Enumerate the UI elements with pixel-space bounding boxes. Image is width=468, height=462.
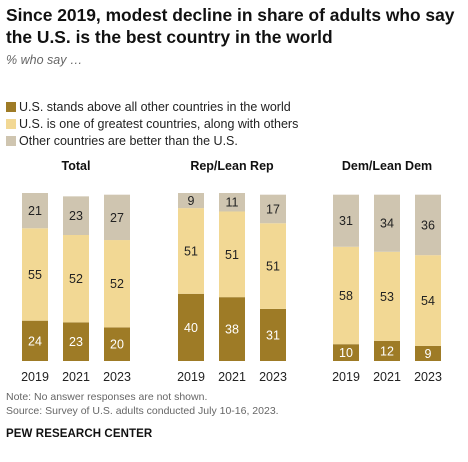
bar-segment <box>22 228 48 321</box>
x-tick-label: 2023 <box>414 370 442 384</box>
bar-segment <box>178 208 204 294</box>
data-label: 23 <box>69 335 83 349</box>
data-label: 20 <box>110 338 124 352</box>
legend: U.S. stands above all other countries in… <box>6 98 298 149</box>
bar-segment <box>63 196 89 235</box>
stacked-bar-chart: Total 24 55 21 2019 23 52 23 2021 20 52 27 2023 Rep/L… <box>21 159 442 384</box>
bar-segment <box>63 322 89 361</box>
bar-segment <box>333 344 359 361</box>
chart-title: Since 2019, modest decline in share of a… <box>6 5 455 47</box>
data-label: 53 <box>380 290 394 304</box>
pew-research-center-logo-text: PEW RESEARCH CENTER <box>6 428 153 440</box>
legend-item-others-better: Other countries are better than the U.S. <box>6 132 298 149</box>
footnote-note: Note: No answer responses are not shown. <box>6 391 208 403</box>
bar-segment <box>374 340 400 361</box>
data-label: 52 <box>69 272 83 286</box>
data-label: 31 <box>339 214 353 228</box>
data-label: 31 <box>266 328 280 342</box>
bar-segment <box>178 193 204 209</box>
data-label: 10 <box>339 346 353 360</box>
bar-segment <box>260 223 286 309</box>
bar-segment <box>104 327 130 361</box>
legend-swatch <box>6 135 16 146</box>
bar-segment <box>260 308 286 361</box>
x-tick-label: 2023 <box>259 370 287 384</box>
data-label: 52 <box>110 277 124 291</box>
x-tick-label: 2021 <box>373 370 401 384</box>
data-label: 55 <box>28 268 42 282</box>
bar-segment <box>104 240 130 328</box>
bar-segment <box>374 194 400 252</box>
data-label: 17 <box>266 202 280 216</box>
data-label: 51 <box>225 248 239 262</box>
legend-swatch <box>6 118 16 129</box>
data-label: 9 <box>425 347 432 361</box>
x-tick-label: 2019 <box>332 370 360 384</box>
bar-segment <box>104 194 130 241</box>
data-label: 51 <box>184 244 198 258</box>
bar-segment <box>415 345 441 361</box>
x-tick-label: 2023 <box>103 370 131 384</box>
legend-item-one-of-greatest: U.S. is one of greatest countries, along… <box>6 115 298 132</box>
legend-label: U.S. is one of greatest countries, along… <box>19 116 299 131</box>
legend-label: U.S. stands above all other countries in… <box>19 99 291 114</box>
bar-segment <box>333 246 359 345</box>
panel-title: Rep/Lean Rep <box>190 159 274 173</box>
bar-segment <box>178 293 204 361</box>
bar-segment <box>63 235 89 323</box>
data-label: 40 <box>184 321 198 335</box>
bar-segment <box>219 297 245 361</box>
data-label: 51 <box>266 260 280 274</box>
bar-segment <box>260 194 286 224</box>
data-label: 12 <box>380 344 394 358</box>
footnote-source: Source: Survey of U.S. adults conducted … <box>6 405 279 417</box>
bar-segment <box>415 194 441 256</box>
legend-item-stands-above: U.S. stands above all other countries in… <box>6 98 298 115</box>
data-label: 24 <box>28 334 42 348</box>
x-tick-label: 2021 <box>62 370 90 384</box>
panel-title: Dem/Lean Dem <box>342 159 432 173</box>
data-label: 21 <box>28 204 42 218</box>
data-label: 27 <box>110 211 124 225</box>
data-label: 58 <box>339 289 353 303</box>
panel-title: Total <box>62 159 91 173</box>
legend-swatch <box>6 101 16 112</box>
bar-segment <box>415 255 441 346</box>
bar-segment <box>374 251 400 341</box>
data-label: 38 <box>225 323 239 337</box>
bar-segment <box>22 320 48 361</box>
data-label: 9 <box>188 194 195 208</box>
bar-segment <box>333 194 359 247</box>
x-tick-label: 2019 <box>177 370 205 384</box>
data-label: 23 <box>69 209 83 223</box>
bar-segment <box>219 211 245 298</box>
chart-subtitle: % who say … <box>6 53 83 67</box>
bar-segment <box>219 193 245 212</box>
x-tick-label: 2019 <box>21 370 49 384</box>
legend-label: Other countries are better than the U.S. <box>19 133 238 148</box>
data-label: 36 <box>421 218 435 232</box>
data-label: 34 <box>380 217 394 231</box>
data-label: 54 <box>421 294 435 308</box>
data-label: 11 <box>226 196 239 210</box>
x-tick-label: 2021 <box>218 370 246 384</box>
bar-segment <box>22 193 48 229</box>
